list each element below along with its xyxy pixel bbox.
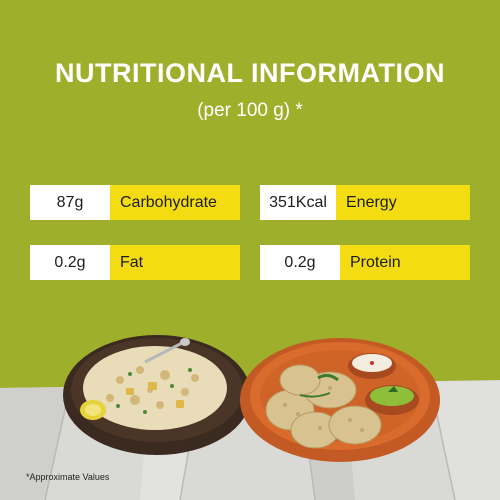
- nutrient-value: 0.2g: [30, 245, 110, 280]
- khichdi-bowl: [63, 335, 251, 455]
- nutrient-carbohydrate: 87g Carbohydrate: [30, 185, 240, 220]
- vada-plate: [240, 338, 440, 462]
- food-photo: [0, 335, 500, 500]
- nutrient-label: Carbohydrate: [110, 185, 240, 220]
- page-title: NUTRITIONAL INFORMATION: [55, 58, 445, 88]
- nutrient-protein: 0.2g Protein: [260, 245, 470, 280]
- nutrient-label: Protein: [340, 245, 470, 280]
- nutrient-value: 87g: [30, 185, 110, 220]
- nutrient-label: Energy: [336, 185, 470, 220]
- footnote: *Approximate Values: [26, 472, 110, 482]
- page-subtitle: (per 100 g) *: [197, 100, 303, 121]
- nutrient-value: 351Kcal: [260, 185, 336, 220]
- nutrient-energy: 351Kcal Energy: [260, 185, 470, 220]
- nutrient-fat: 0.2g Fat: [30, 245, 240, 280]
- nutrient-label: Fat: [110, 245, 240, 280]
- nutrient-value: 0.2g: [260, 245, 340, 280]
